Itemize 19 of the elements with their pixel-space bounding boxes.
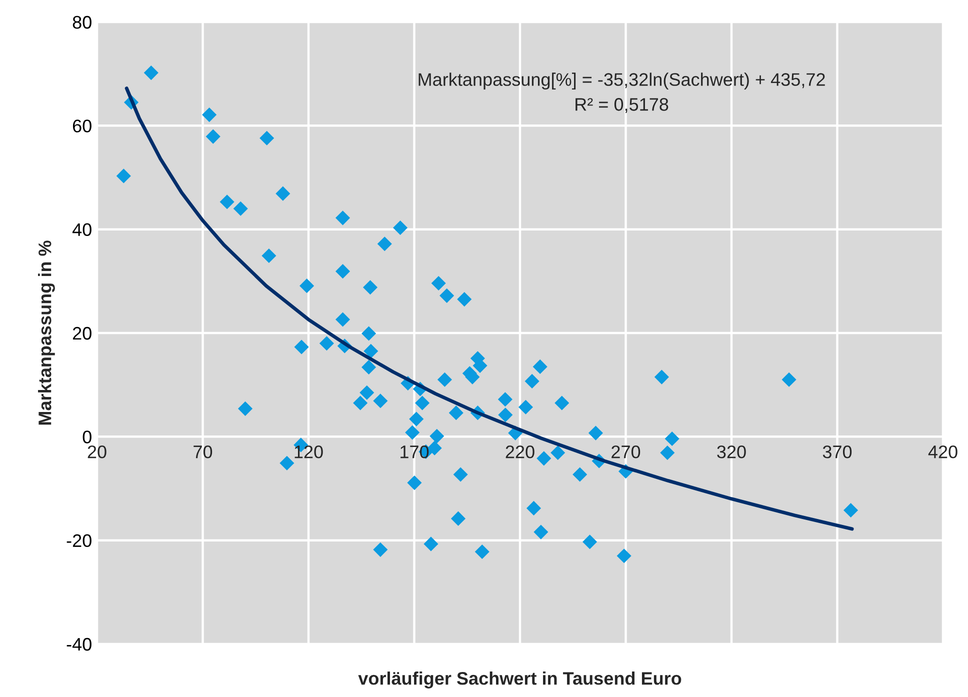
- y-tick-label: -40: [66, 638, 92, 651]
- x-tick-label: 220: [506, 445, 534, 458]
- x-axis-title: vorläufiger Sachwert in Tausend Euro: [358, 672, 682, 688]
- y-tick-label: 60: [72, 120, 92, 132]
- x-tick-label: 70: [194, 445, 212, 458]
- x-tick-label: 120: [294, 445, 323, 458]
- x-tick-label: 20: [88, 445, 106, 458]
- x-tick-label: 420: [928, 445, 958, 458]
- x-tick-label: 370: [822, 445, 852, 458]
- x-tick-label: 270: [612, 445, 640, 458]
- y-tick-label: 40: [72, 223, 92, 236]
- x-tick-label: 320: [717, 445, 746, 458]
- annotation: R² = 0,5178: [576, 98, 668, 113]
- y-axis-title: Marktanpassung in %: [38, 240, 55, 425]
- y-tick-label: 80: [72, 16, 92, 29]
- y-tick-label: 0: [82, 430, 92, 444]
- annotation: Marktanpassung[%] = -35,32ln(Sachwert) + 435,72: [418, 72, 825, 90]
- y-tick-label: 20: [72, 326, 92, 340]
- y-tick-label: -20: [66, 534, 92, 548]
